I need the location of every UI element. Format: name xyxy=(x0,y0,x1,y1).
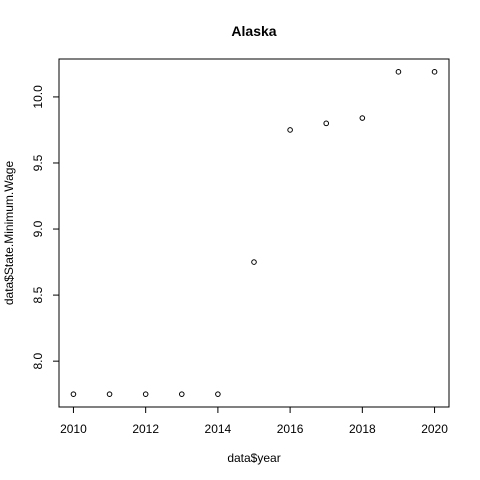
x-axis-label: data$year xyxy=(227,451,280,465)
y-axis: 8.0 8.5 9.0 9.5 10.0 xyxy=(31,85,59,369)
y-tick-label: 9.0 xyxy=(31,220,45,237)
y-tick-label: 9.5 xyxy=(31,154,45,171)
x-tick-label: 2014 xyxy=(205,422,232,436)
x-tick-label: 2020 xyxy=(421,422,448,436)
data-point xyxy=(359,115,366,121)
data-point xyxy=(106,391,113,397)
data-point xyxy=(70,391,77,397)
data-points xyxy=(70,69,438,397)
x-tick-label: 2012 xyxy=(132,422,159,436)
x-tick-label: 2010 xyxy=(60,422,87,436)
x-tick-label: 2018 xyxy=(349,422,376,436)
y-tick-label: 8.0 xyxy=(31,352,45,369)
y-tick-label: 8.5 xyxy=(31,286,45,303)
x-axis: 2010 2012 2014 2016 2018 2020 xyxy=(60,407,448,436)
y-axis-label: data$State.Minimum.Wage xyxy=(2,161,16,306)
data-point xyxy=(323,120,330,127)
x-tick-label: 2016 xyxy=(277,422,304,436)
plot-frame xyxy=(58,58,450,408)
data-point xyxy=(251,259,257,265)
data-point xyxy=(178,391,185,397)
data-point xyxy=(215,391,221,397)
y-tick-label: 10.0 xyxy=(31,85,45,109)
data-point xyxy=(287,127,293,133)
data-point xyxy=(431,69,438,75)
data-point xyxy=(395,69,402,75)
chart-title: Alaska xyxy=(231,23,276,39)
data-point xyxy=(142,391,149,397)
